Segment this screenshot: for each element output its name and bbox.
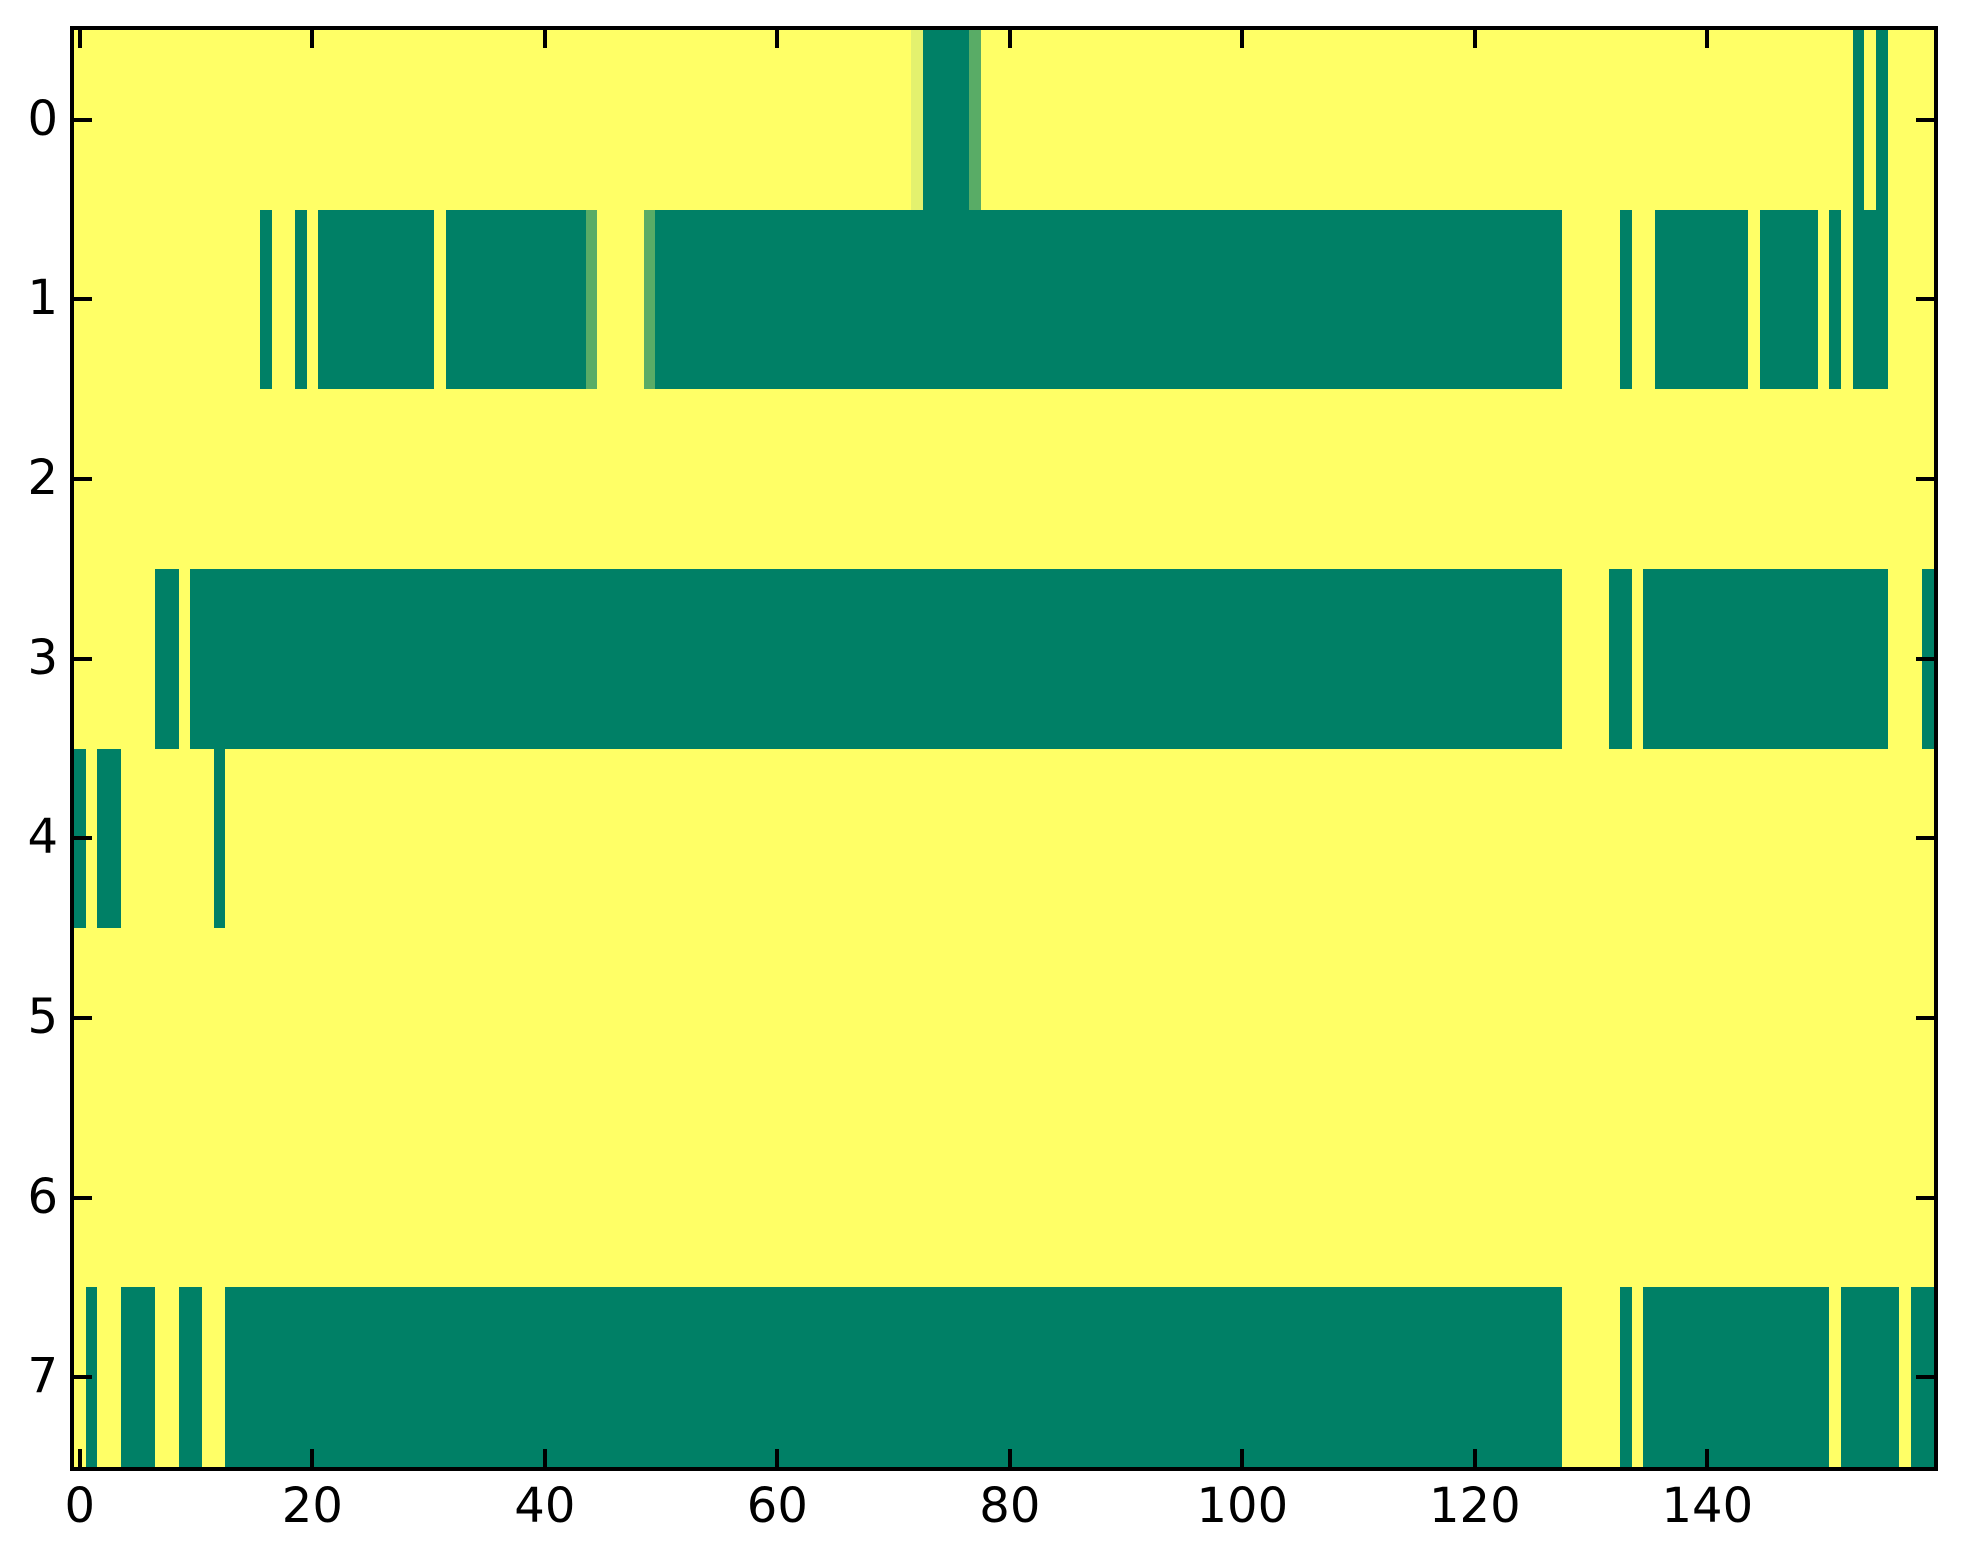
- x-tick-top: [1705, 30, 1710, 48]
- y-tick-left: [74, 477, 92, 482]
- x-tick-label: 40: [514, 1478, 576, 1534]
- x-tick-bottom: [1007, 1449, 1012, 1467]
- x-tick-bottom: [310, 1449, 315, 1467]
- heatmap-cell: [446, 209, 586, 390]
- x-tick-label: 0: [64, 1478, 96, 1534]
- heatmap-cell: [1608, 568, 1632, 749]
- heatmap-cell: [655, 209, 1562, 390]
- heatmap-cell: [1841, 1287, 1900, 1467]
- heatmap-cell: [922, 30, 970, 210]
- y-tick-left: [74, 297, 92, 302]
- x-tick-bottom: [1705, 1449, 1710, 1467]
- x-tick-label: 60: [746, 1478, 808, 1534]
- heatmap-cell: [585, 209, 598, 390]
- heatmap-cell: [120, 1287, 156, 1467]
- heatmap-cell: [318, 209, 435, 390]
- heatmap-cell: [225, 1287, 1562, 1467]
- x-tick-label: 140: [1661, 1478, 1754, 1534]
- x-tick-bottom: [1472, 1449, 1477, 1467]
- heatmap-cell: [1643, 1287, 1830, 1467]
- heatmap-cell: [1620, 1287, 1632, 1467]
- x-tick-label: 120: [1429, 1478, 1521, 1534]
- heatmap-cell: [911, 30, 923, 210]
- heatmap-cell: [1829, 209, 1841, 390]
- x-tick-label: 20: [281, 1478, 343, 1534]
- x-tick-label: 100: [1196, 1478, 1289, 1534]
- y-tick-right: [1916, 1015, 1934, 1020]
- heatmap-cell: [1852, 209, 1888, 390]
- heatmap-cell: [1852, 30, 1865, 210]
- y-tick-label: 0: [27, 90, 58, 147]
- heatmap-cell: [1620, 209, 1632, 390]
- plot-area: [74, 30, 1934, 1467]
- y-tick-left: [74, 1375, 92, 1380]
- y-tick-left: [74, 1015, 92, 1020]
- y-tick-label: 3: [27, 629, 58, 686]
- y-tick-right: [1916, 836, 1934, 841]
- heatmap-cell: [294, 209, 307, 390]
- y-tick-label: 4: [27, 809, 58, 866]
- x-tick-top: [542, 30, 547, 48]
- y-tick-right: [1916, 1195, 1934, 1200]
- heatmap-cell: [213, 748, 226, 929]
- y-tick-right: [1916, 477, 1934, 482]
- y-tick-left: [74, 836, 92, 841]
- x-tick-top: [310, 30, 315, 48]
- y-tick-left: [74, 1195, 92, 1200]
- y-tick-right: [1916, 117, 1934, 122]
- x-tick-top: [1472, 30, 1477, 48]
- x-tick-top: [775, 30, 780, 48]
- heatmap-cell: [178, 1287, 202, 1467]
- x-tick-top: [77, 30, 82, 48]
- y-tick-right: [1916, 1375, 1934, 1380]
- x-tick-top: [1007, 30, 1012, 48]
- heatmap-cell: [1655, 209, 1748, 390]
- y-tick-right: [1916, 656, 1934, 661]
- y-tick-label: 6: [27, 1168, 58, 1225]
- y-tick-right: [1916, 297, 1934, 302]
- heatmap-cell: [97, 748, 121, 929]
- y-tick-left: [74, 656, 92, 661]
- heatmap-cell: [1643, 568, 1888, 749]
- x-tick-bottom: [542, 1449, 547, 1467]
- x-tick-top: [1240, 30, 1245, 48]
- heatmap-cell: [643, 209, 656, 390]
- heatmap-cell: [969, 30, 981, 210]
- heatmap-cell: [155, 568, 179, 749]
- x-tick-bottom: [77, 1449, 82, 1467]
- heatmap-cell: [1875, 30, 1888, 210]
- y-tick-label: 2: [27, 450, 58, 507]
- y-tick-label: 5: [27, 988, 58, 1045]
- y-tick-label: 1: [27, 270, 58, 327]
- x-tick-bottom: [1240, 1449, 1245, 1467]
- x-tick-label: 80: [979, 1478, 1041, 1534]
- y-tick-left: [74, 117, 92, 122]
- x-tick-bottom: [775, 1449, 780, 1467]
- heatmap-cell: [190, 568, 1562, 749]
- y-tick-label: 7: [27, 1348, 58, 1405]
- heatmap-cell: [260, 209, 272, 390]
- heatmap-cell: [1759, 209, 1818, 390]
